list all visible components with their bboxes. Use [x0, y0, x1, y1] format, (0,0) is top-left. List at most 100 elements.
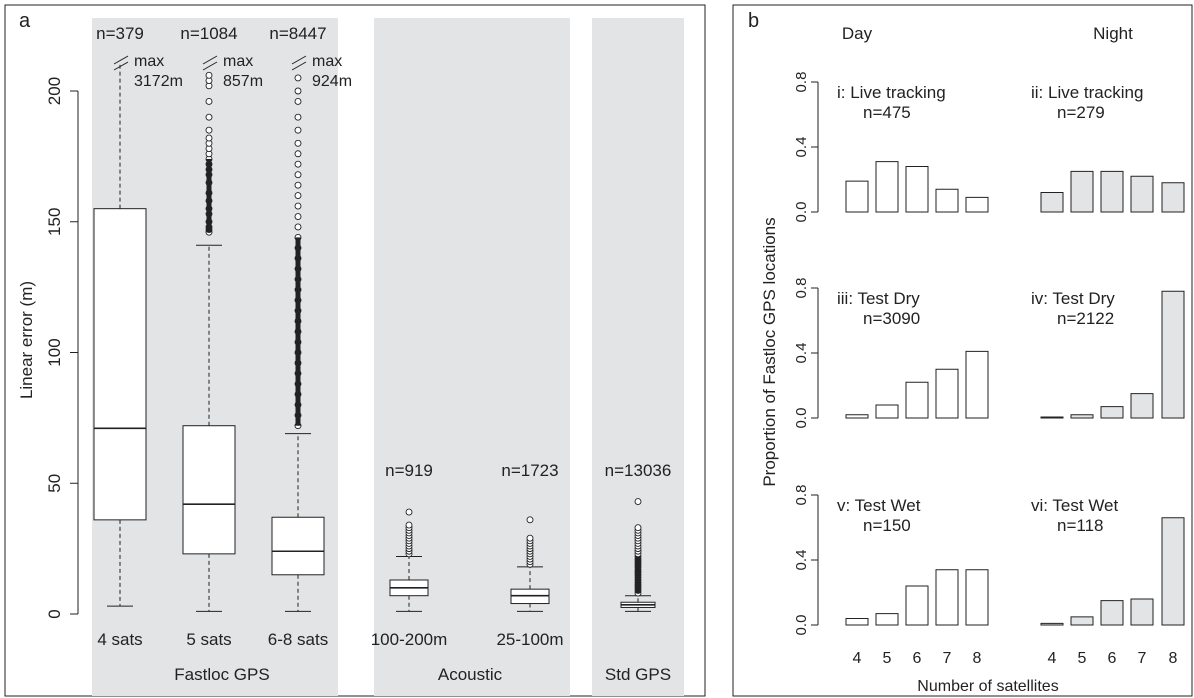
bar [1130, 598, 1154, 626]
n-label: n=8447 [269, 24, 326, 43]
box [182, 425, 236, 555]
bar [965, 196, 989, 213]
outlier-point [294, 223, 302, 231]
outlier-point [634, 524, 642, 532]
max-value-label: 3172m [134, 73, 183, 90]
n-label: n=1723 [501, 461, 558, 480]
outlier-point [294, 87, 302, 95]
box-label: 100-200m [371, 630, 448, 649]
bar [1070, 170, 1094, 213]
max-value-label: 924m [312, 73, 352, 90]
x-tick-label: 6 [1108, 650, 1117, 667]
bar [1040, 192, 1064, 213]
outlier-point [205, 71, 213, 79]
y-tick-label: 100 [45, 338, 64, 366]
group-label: Acoustic [438, 665, 503, 684]
subpanel-n-label: n=2122 [1057, 309, 1114, 328]
y-tick-label: 150 [45, 208, 64, 236]
y-tick-label: 0.0 [793, 408, 810, 429]
y-axis-label: Linear error (m) [17, 281, 36, 399]
bar [1100, 170, 1124, 213]
bar [1130, 393, 1154, 419]
max-label: max [223, 53, 253, 70]
box [271, 516, 325, 576]
x-tick-label: 7 [943, 650, 952, 667]
outlier-point [294, 202, 302, 210]
outlier-point [205, 98, 213, 105]
panel-b: b Day Night Proportion of Fastloc GPS locat… [732, 4, 1193, 697]
panel-b-frame [732, 4, 1193, 697]
break-mark [113, 61, 129, 71]
outlier-point [294, 113, 302, 121]
box-label: 25-100m [496, 630, 563, 649]
subpanel-n-label: n=150 [863, 516, 911, 535]
outlier-point [205, 113, 213, 121]
outlier-point [294, 192, 302, 200]
y-tick-label: 200 [45, 77, 64, 105]
box-label: 4 sats [97, 630, 142, 649]
subpanel-title: vi: Test Wet [1031, 496, 1119, 515]
max-value-label: 857m [223, 73, 263, 90]
bar [905, 166, 929, 213]
break-mark [202, 55, 218, 65]
outlier-point [294, 139, 302, 147]
outlier-point [526, 534, 534, 542]
y-tick-label: 0.0 [793, 202, 810, 223]
y-tick-label: 0.8 [793, 278, 810, 299]
group-label: Std GPS [605, 665, 671, 684]
bar [935, 368, 959, 419]
bar [845, 414, 869, 419]
box-label: 6-8 sats [268, 630, 328, 649]
y-tick-label: 0.0 [793, 615, 810, 636]
y-tick-label: 0.4 [793, 343, 810, 364]
break-mark [113, 55, 129, 65]
subpanel-title: v: Test Wet [837, 496, 921, 515]
break-mark [291, 55, 307, 65]
bar [1130, 175, 1154, 213]
outlier-point [634, 498, 642, 506]
max-label: max [312, 53, 342, 70]
break-mark [291, 61, 307, 71]
subpanel-n-label: n=475 [863, 103, 911, 122]
bar [1161, 517, 1185, 626]
outlier-point [294, 160, 302, 168]
y-tick-label: 0.4 [793, 550, 810, 571]
outlier-point [294, 181, 302, 189]
y-tick-label: 0.4 [793, 137, 810, 158]
outlier-point [405, 508, 413, 516]
x-tick-label: 8 [1169, 650, 1178, 667]
outlier-point [294, 213, 302, 220]
subpanel-title: i: Live tracking [837, 83, 946, 102]
outlier-point [294, 98, 302, 105]
break-mark [202, 61, 218, 71]
bar [845, 618, 869, 626]
bar [965, 350, 989, 419]
n-label: n=1084 [180, 24, 237, 43]
subpanel-title: iv: Test Dry [1031, 289, 1115, 308]
y-tick-label: 0.8 [793, 72, 810, 93]
bar [1100, 406, 1124, 419]
bar [1070, 414, 1094, 419]
outlier-point [294, 171, 302, 179]
bar [1161, 290, 1185, 419]
x-tick-label: 7 [1138, 650, 1147, 667]
bar [1161, 182, 1185, 213]
subpanel-n-label: n=3090 [863, 309, 920, 328]
group-label: Fastloc GPS [174, 665, 269, 684]
subpanel-title: ii: Live tracking [1031, 83, 1143, 102]
subpanel-n-label: n=118 [1057, 516, 1103, 535]
bar [875, 161, 899, 213]
panel-a-frame [4, 4, 706, 697]
outlier-point [205, 126, 213, 134]
outlier-point [294, 150, 302, 158]
x-tick-label: 4 [1048, 650, 1057, 667]
x-tick-label: 4 [853, 650, 862, 667]
bar [935, 569, 959, 626]
bar [845, 180, 869, 213]
y-tick-label: 0 [45, 609, 64, 618]
bar [1100, 600, 1124, 626]
y-axis-label: Proportion of Fastloc GPS locations [760, 217, 779, 486]
bar [965, 569, 989, 626]
panel-a-label: a [19, 10, 31, 32]
